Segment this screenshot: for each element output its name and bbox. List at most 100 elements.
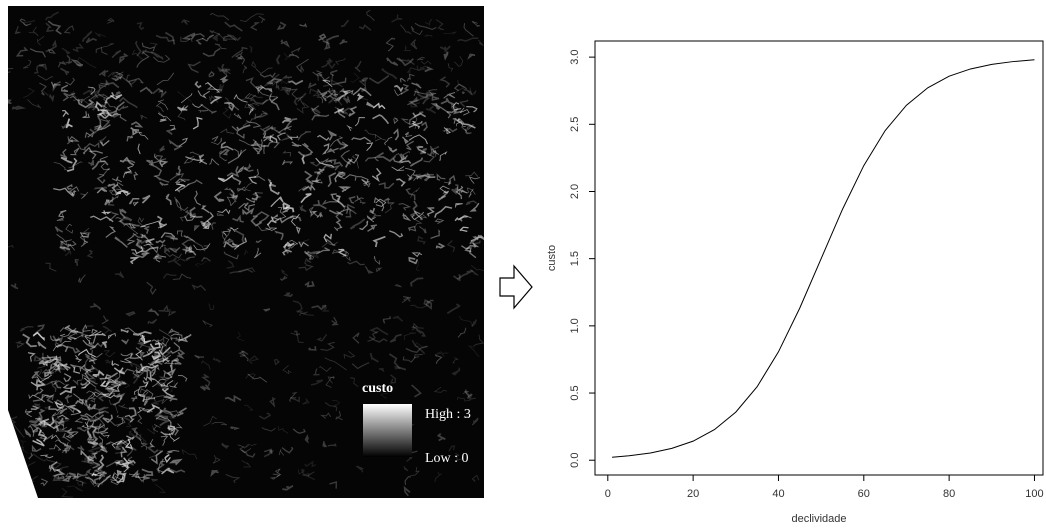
texture-stroke [59, 386, 76, 396]
texture-stroke [368, 75, 390, 85]
texture-stroke [226, 166, 240, 178]
texture-stroke [276, 132, 286, 141]
texture-stroke [337, 107, 346, 119]
texture-stroke [314, 171, 321, 175]
texture-stroke [317, 134, 330, 141]
texture-stroke [141, 251, 148, 256]
texture-stroke [120, 446, 128, 458]
texture-stroke [298, 241, 309, 248]
texture-stroke [260, 84, 273, 93]
texture-stroke [242, 207, 255, 215]
texture-stroke [224, 394, 242, 403]
texture-stroke [321, 157, 333, 164]
texture-stroke [66, 157, 78, 172]
texture-stroke [446, 240, 456, 253]
texture-stroke [84, 457, 93, 464]
texture-stroke [466, 105, 478, 113]
texture-stroke [77, 98, 95, 109]
texture-stroke [110, 94, 123, 100]
texture-stroke [140, 442, 149, 450]
texture-stroke [394, 284, 402, 288]
texture-stroke [55, 425, 59, 433]
texture-stroke [403, 332, 416, 341]
texture-stroke [214, 43, 227, 50]
texture-stroke [108, 211, 119, 222]
texture-stroke [97, 93, 110, 99]
texture-stroke [36, 417, 47, 428]
texture-stroke [471, 319, 478, 327]
texture-stroke [291, 141, 302, 147]
texture-stroke [119, 440, 134, 451]
texture-stroke [91, 452, 98, 460]
texture-stroke [410, 304, 430, 309]
texture-stroke [128, 407, 137, 418]
texture-stroke [27, 352, 36, 362]
texture-stroke [335, 208, 349, 221]
texture-stroke [394, 89, 403, 96]
texture-stroke [469, 87, 477, 96]
texture-stroke [453, 83, 468, 92]
texture-stroke [340, 248, 348, 258]
texture-stroke [95, 47, 108, 55]
texture-stroke [97, 454, 105, 471]
texture-stroke [387, 145, 398, 153]
texture-stroke [49, 444, 62, 451]
texture-stroke [226, 260, 235, 269]
texture-stroke [375, 267, 383, 273]
texture-stroke [169, 246, 181, 253]
texture-stroke [121, 461, 131, 468]
texture-stroke [406, 456, 413, 462]
texture-stroke [73, 476, 84, 487]
texture-stroke [296, 310, 314, 316]
texture-stroke [469, 238, 477, 248]
texture-stroke [329, 136, 344, 147]
texture-stroke [403, 295, 412, 302]
texture-stroke [217, 174, 234, 183]
texture-stroke [140, 220, 160, 228]
texture-stroke [468, 176, 480, 184]
y-tick-label: 0.0 [569, 453, 581, 468]
texture-stroke [118, 73, 133, 88]
texture-stroke [182, 248, 191, 255]
texture-stroke [461, 91, 465, 95]
texture-stroke [424, 66, 434, 73]
texture-stroke [159, 408, 180, 416]
texture-stroke [419, 91, 435, 100]
texture-stroke [279, 77, 290, 85]
texture-stroke [289, 396, 300, 403]
texture-stroke [312, 90, 322, 97]
texture-stroke [378, 368, 385, 372]
texture-stroke [159, 181, 169, 187]
texture-stroke [119, 219, 140, 227]
texture-stroke [120, 328, 129, 333]
texture-stroke [85, 468, 92, 475]
texture-stroke [364, 156, 379, 162]
texture-stroke [234, 51, 243, 60]
texture-stroke [19, 18, 32, 26]
texture-stroke [358, 24, 372, 31]
texture-stroke [255, 211, 270, 224]
texture-stroke [226, 238, 236, 246]
texture-stroke [403, 485, 411, 497]
texture-stroke [335, 57, 346, 65]
texture-stroke [221, 231, 227, 241]
texture-stroke [360, 86, 367, 93]
texture-stroke [100, 43, 114, 48]
texture-stroke [137, 393, 146, 403]
texture-stroke [33, 388, 44, 397]
texture-stroke [77, 57, 97, 69]
y-tick-label: 0.5 [569, 385, 581, 400]
texture-stroke [418, 225, 427, 234]
texture-stroke [448, 445, 456, 452]
texture-stroke [29, 453, 48, 462]
texture-stroke [308, 345, 317, 351]
texture-stroke [87, 441, 98, 445]
texture-stroke [242, 118, 256, 127]
texture-stroke [84, 476, 101, 485]
texture-stroke [15, 46, 29, 57]
curve [612, 59, 1035, 458]
texture-stroke [309, 88, 326, 97]
texture-stroke [94, 32, 106, 38]
texture-stroke [153, 424, 161, 433]
texture-stroke [181, 105, 189, 111]
